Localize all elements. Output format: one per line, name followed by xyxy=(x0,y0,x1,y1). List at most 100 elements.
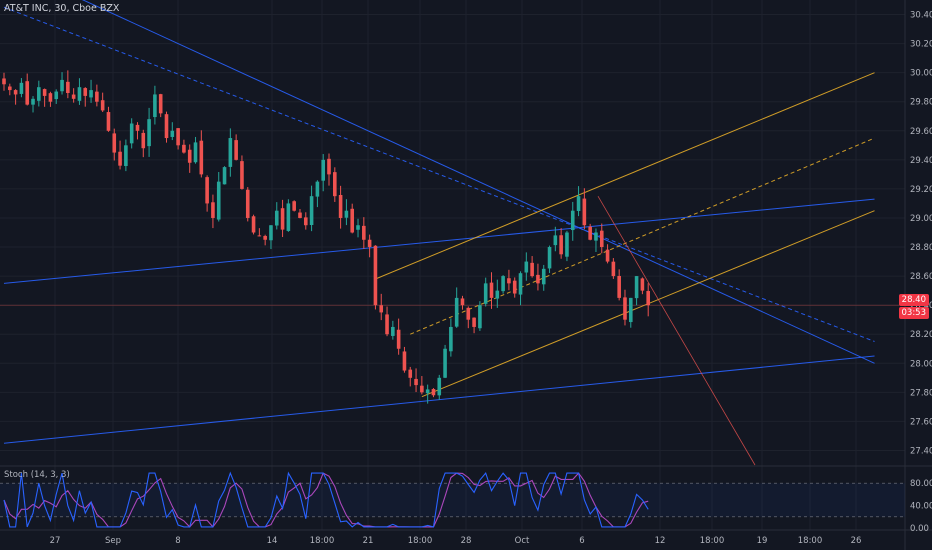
trendline-yellow-channel-mid xyxy=(410,137,875,335)
candle-body xyxy=(153,94,157,118)
x-tick-label: 14 xyxy=(267,536,278,546)
candle-body xyxy=(129,123,134,144)
candle-body xyxy=(565,232,569,257)
candle-body xyxy=(501,276,505,292)
candle-body xyxy=(582,198,587,226)
candle-body xyxy=(315,181,320,197)
candle-body xyxy=(507,278,511,284)
candle-body xyxy=(379,305,384,313)
candle-body xyxy=(640,278,645,291)
candle-body xyxy=(205,177,209,204)
candle-body xyxy=(576,196,581,211)
candle-body xyxy=(414,378,418,386)
stoch-tick-label: 0.00 xyxy=(910,524,929,534)
candle-body xyxy=(385,314,389,335)
candle-body xyxy=(19,82,24,94)
stoch-k-line xyxy=(3,471,649,528)
candle-body xyxy=(164,114,169,139)
candle-body xyxy=(425,389,430,394)
candle-body xyxy=(518,273,523,295)
candle-body xyxy=(634,276,639,299)
candle-body xyxy=(158,94,163,114)
candle-body xyxy=(100,100,105,111)
candle-body xyxy=(60,79,64,92)
candle-body xyxy=(199,140,204,175)
y-tick-label: 28.80 xyxy=(910,243,932,253)
candle-body xyxy=(31,98,35,105)
candle-body xyxy=(106,112,111,131)
candle-body xyxy=(617,275,621,298)
candle-body xyxy=(443,348,447,378)
candle-body xyxy=(263,235,267,240)
y-tick-label: 29.00 xyxy=(910,214,932,224)
symbol-title[interactable]: AT&T INC, 30, Cboe BZX xyxy=(4,3,120,14)
countdown-label: 03:53 xyxy=(898,307,929,319)
candle-body xyxy=(124,145,128,167)
x-tick-label: 21 xyxy=(363,536,374,546)
x-tick-label: 19 xyxy=(757,536,768,546)
trendline-blue-dashed-downtrend xyxy=(3,6,875,342)
y-tick-label: 27.40 xyxy=(910,446,932,456)
candle-body xyxy=(559,235,563,255)
candle-body xyxy=(8,86,12,91)
candle-body xyxy=(327,158,331,175)
y-tick-label: 28.20 xyxy=(910,330,932,340)
candle-body xyxy=(553,235,558,246)
candle-body xyxy=(594,232,598,241)
candle-body xyxy=(541,268,546,285)
candle-body xyxy=(373,245,378,306)
candle-body xyxy=(211,202,215,218)
stoch-title[interactable]: Stoch (14, 3, 3) xyxy=(4,470,70,480)
candle-body xyxy=(170,130,175,137)
candle-body xyxy=(611,261,616,277)
candle-body xyxy=(431,389,436,396)
candle-body xyxy=(408,369,413,378)
x-tick-label: 8 xyxy=(175,536,180,546)
x-tick-label: 18:00 xyxy=(408,536,433,546)
candle-body xyxy=(303,217,308,226)
x-tick-label: 28 xyxy=(461,536,472,546)
candle-body xyxy=(66,81,70,93)
projection-line xyxy=(597,195,756,466)
candle-body xyxy=(396,329,401,349)
candle-body xyxy=(449,326,453,352)
candle-body xyxy=(472,317,476,327)
stoch-tick-label: 40.00 xyxy=(910,502,932,512)
candle-body xyxy=(54,91,59,100)
candle-body xyxy=(402,351,407,371)
trendline-yellow-channel-upper xyxy=(375,72,875,280)
candle-body xyxy=(37,87,41,101)
y-tick-label: 27.60 xyxy=(910,417,932,427)
candle-body xyxy=(478,305,482,329)
candle-body xyxy=(234,140,238,160)
candle-body xyxy=(420,385,424,393)
candle-body xyxy=(333,172,337,197)
candle-body xyxy=(240,161,244,189)
candle-body xyxy=(298,212,302,218)
candle-body xyxy=(599,230,604,248)
y-tick-label: 27.80 xyxy=(910,388,932,398)
candle-body xyxy=(182,144,186,153)
candle-body xyxy=(222,167,227,185)
candle-body xyxy=(512,280,517,294)
candle-body xyxy=(251,216,256,233)
candle-body xyxy=(628,297,633,323)
last-price-label: 28.40 xyxy=(898,294,929,306)
candle-body xyxy=(112,133,117,153)
candle-body xyxy=(309,196,314,226)
y-tick-label: 28.60 xyxy=(910,272,932,282)
candle-body xyxy=(623,297,627,320)
stoch-band xyxy=(0,483,905,517)
candle-body xyxy=(71,94,76,99)
candle-body xyxy=(216,181,221,220)
candle-body xyxy=(536,274,540,284)
candle-body xyxy=(2,78,6,85)
candle-body xyxy=(570,210,575,231)
candle-body xyxy=(489,282,494,298)
candle-body xyxy=(321,159,325,181)
candle-body xyxy=(367,239,372,248)
y-tick-label: 30.00 xyxy=(910,69,932,79)
candle-body xyxy=(437,377,442,396)
x-tick-label: 12 xyxy=(655,536,666,546)
